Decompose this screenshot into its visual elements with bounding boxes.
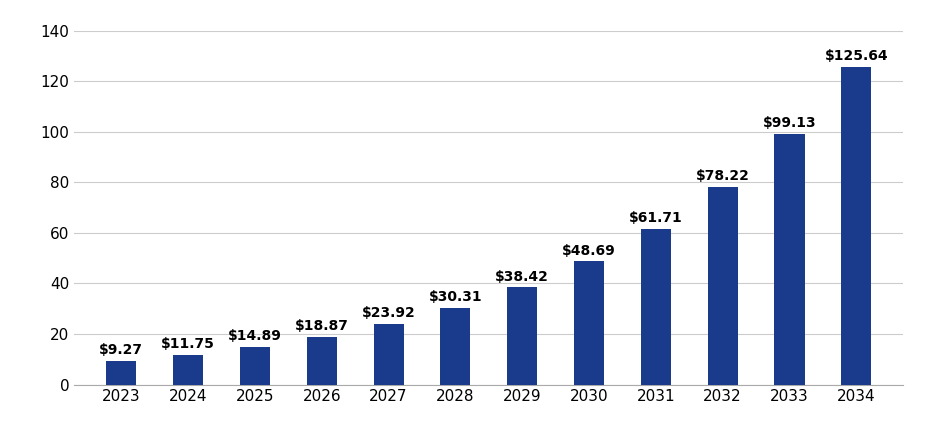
Text: $23.92: $23.92 bbox=[361, 306, 415, 320]
Bar bbox=[173, 355, 203, 385]
Text: $48.69: $48.69 bbox=[562, 244, 616, 258]
Bar bbox=[106, 361, 136, 385]
Text: $99.13: $99.13 bbox=[762, 116, 816, 130]
Bar bbox=[373, 324, 403, 385]
Text: $14.89: $14.89 bbox=[228, 329, 282, 343]
Bar bbox=[507, 288, 537, 385]
Bar bbox=[440, 308, 470, 385]
Bar bbox=[641, 229, 671, 385]
Bar bbox=[708, 187, 737, 385]
Text: $125.64: $125.64 bbox=[825, 49, 888, 63]
Text: $38.42: $38.42 bbox=[495, 270, 549, 284]
Bar bbox=[775, 134, 804, 385]
Text: $30.31: $30.31 bbox=[428, 290, 482, 304]
Text: $11.75: $11.75 bbox=[161, 337, 215, 351]
Bar bbox=[574, 261, 604, 385]
Bar bbox=[842, 67, 871, 385]
Text: $18.87: $18.87 bbox=[295, 319, 348, 333]
Text: $61.71: $61.71 bbox=[629, 211, 682, 225]
Text: $9.27: $9.27 bbox=[100, 343, 143, 357]
Text: $78.22: $78.22 bbox=[695, 169, 749, 183]
Bar bbox=[240, 347, 270, 385]
Bar bbox=[306, 337, 337, 385]
